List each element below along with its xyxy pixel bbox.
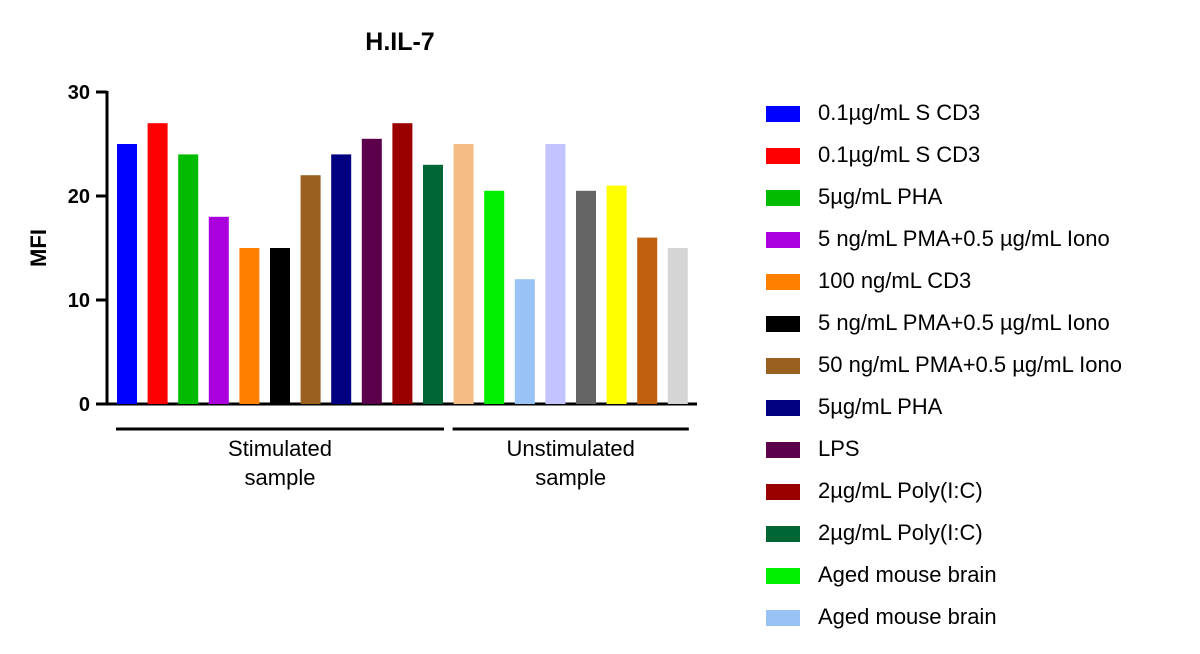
legend-label: Aged mouse brain bbox=[818, 562, 997, 587]
bar-11 bbox=[423, 164, 443, 404]
y-tick-label: 10 bbox=[68, 290, 90, 312]
bar-4 bbox=[208, 216, 229, 404]
legend-swatch bbox=[766, 442, 800, 458]
legend-swatch bbox=[766, 148, 800, 164]
bar-14 bbox=[514, 279, 535, 404]
bar-3 bbox=[178, 154, 199, 404]
bar-13 bbox=[484, 190, 505, 404]
legend-swatch bbox=[766, 232, 800, 248]
legend-swatch bbox=[766, 484, 800, 500]
legend-label: 2µg/mL Poly(I:C) bbox=[818, 478, 983, 503]
bar-16 bbox=[576, 190, 596, 404]
legend-swatch bbox=[766, 316, 800, 332]
bar-19 bbox=[667, 248, 688, 404]
bar-18 bbox=[637, 237, 658, 404]
bar-12 bbox=[453, 144, 474, 404]
y-axis-label: MFI bbox=[26, 229, 51, 267]
bar-17 bbox=[606, 185, 627, 404]
legend-label: 5µg/mL PHA bbox=[818, 184, 943, 209]
bar-8 bbox=[331, 154, 352, 404]
legend-label: 50 ng/mL PMA+0.5 µg/mL Iono bbox=[818, 352, 1122, 377]
group-label: sample bbox=[245, 465, 316, 490]
bar-2 bbox=[147, 123, 168, 404]
bar-6 bbox=[270, 248, 290, 404]
legend-swatch bbox=[766, 190, 800, 206]
legend-label: LPS bbox=[818, 436, 860, 461]
legend-swatch bbox=[766, 274, 800, 290]
bar-1 bbox=[117, 144, 137, 404]
legend-label: 100 ng/mL CD3 bbox=[818, 268, 972, 293]
legend-label: Aged mouse brain bbox=[818, 604, 997, 629]
legend-swatch bbox=[766, 610, 800, 626]
legend-label: 5 ng/mL PMA+0.5 µg/mL Iono bbox=[818, 226, 1110, 251]
legend-label: 0.1µg/mL S CD3 bbox=[818, 142, 981, 167]
bar-7 bbox=[300, 175, 321, 404]
legend-label: 5µg/mL PHA bbox=[818, 394, 943, 419]
legend-label: 5 ng/mL PMA+0.5 µg/mL Iono bbox=[818, 310, 1110, 335]
group-label: Stimulated bbox=[228, 436, 332, 461]
legend-swatch bbox=[766, 106, 800, 122]
group-label: sample bbox=[535, 465, 606, 490]
legend-label: 0.1µg/mL S CD3 bbox=[818, 100, 981, 125]
y-tick-label: 0 bbox=[79, 394, 90, 416]
legend-swatch bbox=[766, 568, 800, 584]
y-tick-label: 30 bbox=[68, 82, 90, 104]
y-tick-label: 20 bbox=[68, 186, 90, 208]
legend-label: 2µg/mL Poly(I:C) bbox=[818, 520, 983, 545]
group-label: Unstimulated bbox=[507, 436, 635, 461]
bar-15 bbox=[545, 144, 566, 404]
bar-9 bbox=[361, 138, 382, 405]
legend-swatch bbox=[766, 400, 800, 416]
legend-swatch bbox=[766, 358, 800, 374]
bar-5 bbox=[239, 248, 260, 404]
legend-swatch bbox=[766, 526, 800, 542]
bar-10 bbox=[392, 123, 413, 404]
chart-title: H.IL-7 bbox=[365, 28, 434, 56]
bar-chart: H.IL-7 MFI 0 10 20 30 Stimulated sample Unsti… bbox=[26, 28, 697, 490]
